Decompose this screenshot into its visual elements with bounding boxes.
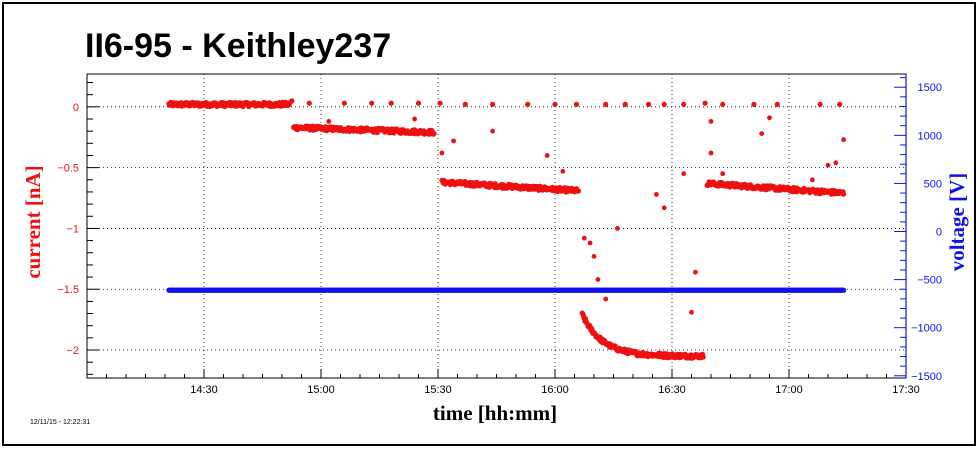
current-outlier-point — [615, 226, 620, 231]
y-left-tick-label: −0.5 — [57, 163, 79, 175]
y-axis-right-title: voltage [V] — [945, 173, 969, 272]
current-outlier-point — [587, 240, 593, 246]
chart-title: II6-95 - Keithley237 — [85, 27, 391, 65]
current-outlier-point — [595, 277, 601, 282]
current-outlier-point — [560, 168, 566, 174]
current-spike-point — [185, 101, 191, 107]
y-axis-right: 1500 1000 500 0 −500 −1000 −1500 — [894, 77, 942, 383]
current-spike-point — [552, 101, 558, 107]
x-tick-label: 17:00 — [775, 384, 803, 396]
current-outlier-point — [661, 205, 667, 211]
x-axis-title: time [hh:mm] — [433, 401, 557, 425]
y-right-tick-label: 1000 — [918, 130, 942, 142]
current-spike-point — [306, 100, 312, 106]
current-spike-point — [341, 100, 347, 106]
x-tick-label: 14:30 — [190, 384, 218, 396]
y-right-tick-label: −500 — [917, 275, 942, 287]
current-spike-point — [751, 101, 757, 107]
current-outlier-point — [833, 160, 839, 166]
current-spike-point — [720, 101, 726, 107]
x-axis: 14:30 15:00 15:30 16:00 16:30 17:00 17:30 — [106, 369, 920, 396]
x-tick-label: 16:30 — [658, 384, 686, 396]
current-spike-point — [462, 101, 468, 107]
y-left-tick-label: −1 — [66, 223, 79, 235]
current-spike-point — [702, 100, 708, 106]
current-spike-point — [369, 100, 375, 106]
current-outlier-point — [412, 116, 417, 122]
current-spike-point — [437, 100, 443, 106]
y-right-tick-label: 0 — [936, 227, 942, 239]
current-outlier-point — [681, 171, 687, 177]
current-outlier-point — [326, 119, 332, 124]
current-spike-point — [622, 101, 628, 107]
current-outlier-point — [451, 138, 456, 144]
timestamp-label: 12/11/15 - 12:22:31 — [30, 419, 90, 426]
current-outlier-point — [693, 269, 698, 275]
current-outlier-point — [767, 115, 772, 121]
current-spike-point — [681, 101, 687, 107]
current-series — [166, 98, 847, 361]
current-outlier-point — [841, 137, 846, 143]
current-outlier-point — [439, 150, 445, 156]
current-spike-point — [603, 101, 609, 107]
y-right-tick-label: −1500 — [911, 371, 942, 383]
current-outlier-point — [654, 192, 659, 197]
current-point — [575, 188, 582, 194]
x-tick-label: 16:00 — [541, 384, 569, 396]
current-outlier-point — [591, 254, 597, 259]
current-spike-point — [646, 101, 652, 107]
y-axis-left-title: current [nA] — [21, 165, 45, 278]
current-spike-point — [573, 101, 580, 107]
current-outlier-point — [810, 177, 815, 183]
current-spike-point — [525, 101, 531, 107]
y-left-tick-label: 0 — [73, 102, 79, 114]
current-spike-point — [289, 98, 295, 104]
current-spike-point — [415, 100, 422, 106]
current-spike-point — [774, 101, 780, 107]
y-left-tick-label: −1.5 — [57, 284, 79, 296]
x-tick-label: 15:30 — [424, 384, 452, 396]
current-point — [841, 191, 847, 197]
current-outlier-point — [825, 162, 831, 168]
current-outlier-point — [603, 296, 609, 302]
current-spike-point — [661, 101, 667, 107]
current-spike-point — [817, 101, 823, 107]
current-outlier-point — [720, 171, 726, 177]
y-left-tick-label: −2 — [66, 345, 79, 357]
current-outlier-point — [708, 150, 714, 156]
current-outlier-point — [490, 128, 495, 134]
current-spike-point — [388, 100, 394, 106]
y-right-tick-label: −1000 — [911, 323, 942, 335]
current-point — [431, 130, 437, 137]
current-point — [700, 354, 706, 360]
current-spike-point — [490, 101, 496, 107]
y-right-tick-label: 500 — [924, 178, 942, 190]
current-outlier-point — [790, 189, 796, 195]
current-outlier-point — [689, 309, 694, 315]
x-tick-label: 15:00 — [307, 384, 335, 396]
y-axis-left: 0 −0.5 −1 −1.5 −2 — [57, 82, 99, 375]
current-outlier-point — [581, 235, 587, 241]
current-spike-point — [837, 101, 843, 107]
y-right-tick-label: 1500 — [918, 82, 942, 94]
voltage-point — [841, 287, 847, 293]
voltage-series — [166, 287, 847, 293]
current-outlier-point — [708, 119, 714, 124]
current-spike-point — [168, 100, 174, 106]
current-spike-point — [240, 100, 246, 106]
current-outlier-point — [544, 153, 550, 158]
current-outlier-point — [759, 131, 765, 137]
x-tick-label: 17:30 — [892, 384, 920, 396]
